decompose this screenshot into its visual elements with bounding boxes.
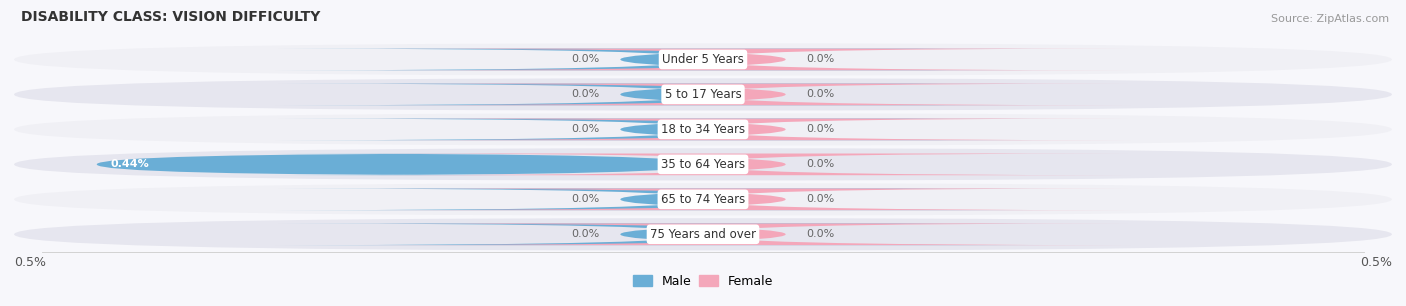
Legend: Male, Female: Male, Female bbox=[628, 270, 778, 293]
FancyBboxPatch shape bbox=[276, 49, 1047, 70]
FancyBboxPatch shape bbox=[14, 148, 1392, 181]
FancyBboxPatch shape bbox=[14, 43, 1392, 76]
Text: 35 to 64 Years: 35 to 64 Years bbox=[661, 158, 745, 171]
Text: 0.44%: 0.44% bbox=[111, 159, 149, 169]
Text: 0.0%: 0.0% bbox=[571, 125, 599, 134]
Text: 0.0%: 0.0% bbox=[571, 89, 599, 99]
Text: Under 5 Years: Under 5 Years bbox=[662, 53, 744, 66]
Text: 0.0%: 0.0% bbox=[807, 194, 835, 204]
FancyBboxPatch shape bbox=[359, 84, 1130, 105]
FancyBboxPatch shape bbox=[14, 113, 1392, 145]
Text: 65 to 74 Years: 65 to 74 Years bbox=[661, 193, 745, 206]
FancyBboxPatch shape bbox=[14, 183, 1392, 215]
FancyBboxPatch shape bbox=[359, 154, 1130, 175]
Text: DISABILITY CLASS: VISION DIFFICULTY: DISABILITY CLASS: VISION DIFFICULTY bbox=[21, 9, 321, 24]
Text: 0.0%: 0.0% bbox=[807, 54, 835, 65]
Text: 0.0%: 0.0% bbox=[807, 125, 835, 134]
FancyBboxPatch shape bbox=[359, 223, 1130, 245]
FancyBboxPatch shape bbox=[276, 84, 1047, 105]
FancyBboxPatch shape bbox=[14, 78, 1392, 110]
FancyBboxPatch shape bbox=[276, 188, 1047, 210]
Text: 0.5%: 0.5% bbox=[1360, 256, 1392, 269]
FancyBboxPatch shape bbox=[359, 188, 1130, 210]
Text: 18 to 34 Years: 18 to 34 Years bbox=[661, 123, 745, 136]
Text: 0.0%: 0.0% bbox=[807, 159, 835, 169]
Text: 0.0%: 0.0% bbox=[571, 54, 599, 65]
FancyBboxPatch shape bbox=[14, 218, 1392, 250]
Text: 0.0%: 0.0% bbox=[571, 229, 599, 239]
FancyBboxPatch shape bbox=[359, 49, 1130, 70]
Text: 0.0%: 0.0% bbox=[807, 229, 835, 239]
FancyBboxPatch shape bbox=[276, 223, 1047, 245]
FancyBboxPatch shape bbox=[359, 118, 1130, 140]
Text: 0.0%: 0.0% bbox=[571, 194, 599, 204]
Text: 5 to 17 Years: 5 to 17 Years bbox=[665, 88, 741, 101]
FancyBboxPatch shape bbox=[276, 118, 1047, 140]
FancyBboxPatch shape bbox=[97, 154, 703, 175]
Text: 0.5%: 0.5% bbox=[14, 256, 46, 269]
Text: 0.0%: 0.0% bbox=[807, 89, 835, 99]
Text: 75 Years and over: 75 Years and over bbox=[650, 228, 756, 241]
Text: Source: ZipAtlas.com: Source: ZipAtlas.com bbox=[1271, 13, 1389, 24]
